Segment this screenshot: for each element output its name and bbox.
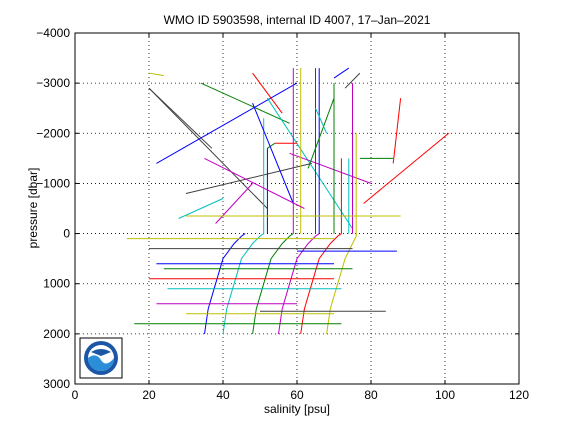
y-tick-label: 3000 xyxy=(43,377,70,391)
profile-line xyxy=(300,233,342,334)
x-tick-label: 100 xyxy=(435,388,455,402)
profile-line xyxy=(148,72,164,77)
profile-line xyxy=(278,233,320,334)
profile-line xyxy=(307,98,335,169)
y-tick-label: 2000 xyxy=(43,327,70,341)
profile-line xyxy=(178,198,224,219)
x-tick-label: 60 xyxy=(290,388,304,402)
profile-line xyxy=(200,82,290,124)
profile-line xyxy=(185,162,312,194)
profile-line xyxy=(222,233,264,334)
y-tick-label: −2000 xyxy=(36,126,70,140)
profile-line xyxy=(204,233,246,334)
profile-line xyxy=(392,98,402,164)
x-tick-label: 0 xyxy=(72,388,79,402)
x-tick-label: 80 xyxy=(364,388,378,402)
y-axis-label: pressure [dbar] xyxy=(26,168,40,249)
x-tick-label: 20 xyxy=(142,388,156,402)
y-tick-label: −1000 xyxy=(36,176,70,190)
profile-line xyxy=(363,132,450,204)
profile-line xyxy=(252,233,294,334)
profile-line xyxy=(252,72,283,114)
x-tick-label: 120 xyxy=(509,388,529,402)
profile-line xyxy=(326,233,357,334)
profile-line xyxy=(252,103,294,204)
x-tick-label: 40 xyxy=(216,388,230,402)
noaa-logo xyxy=(79,337,123,379)
chart-title: WMO ID 5903598, internal ID 4007, 17–Jan… xyxy=(164,13,431,27)
y-tick-label: 1000 xyxy=(43,277,70,291)
profile-line xyxy=(333,67,350,79)
profile-line xyxy=(289,152,372,184)
axis-ticks: 0 20 40 60 80 100 120 −4000 −3000 −2000 −1000 0 1000… xyxy=(36,26,529,402)
profile-line xyxy=(267,142,276,149)
profile-line xyxy=(344,72,361,89)
x-axis-label: salinity [psu] xyxy=(264,402,330,416)
profile-line xyxy=(148,87,213,149)
profile-line xyxy=(204,157,305,209)
y-tick-label: 0 xyxy=(63,227,70,241)
profile-line xyxy=(156,82,298,164)
profile-line xyxy=(215,183,253,224)
profile-line xyxy=(315,107,328,134)
y-tick-label: −3000 xyxy=(36,76,70,90)
data-series-group xyxy=(126,67,450,334)
y-tick-label: −4000 xyxy=(36,26,70,40)
